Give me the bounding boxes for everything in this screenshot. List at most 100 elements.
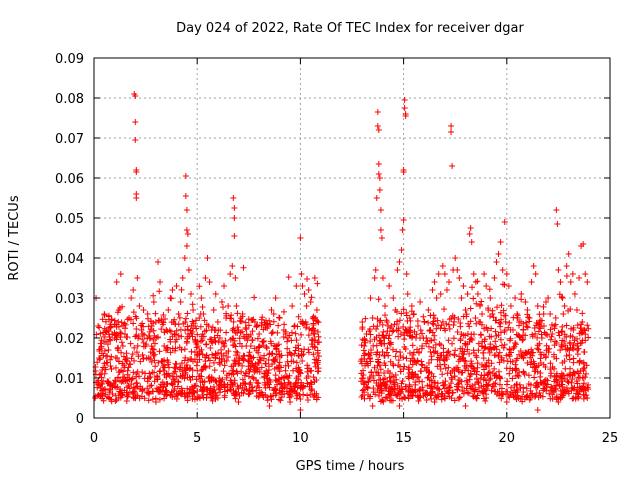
data-point: [187, 377, 194, 384]
x-tick-label: 20: [499, 431, 516, 446]
data-point: [580, 241, 587, 247]
data-point: [467, 305, 474, 312]
data-point: [214, 332, 221, 339]
data-point: [233, 368, 240, 375]
data-point: [307, 367, 314, 374]
data-point: [473, 395, 480, 402]
data-point: [149, 396, 156, 403]
data-point: [147, 355, 154, 362]
data-point: [407, 333, 414, 340]
data-point: [542, 364, 549, 371]
data-point: [182, 193, 189, 199]
data-point: [235, 385, 242, 392]
data-point: [570, 326, 577, 333]
data-point: [503, 365, 510, 372]
data-point: [386, 332, 393, 339]
data-point: [537, 379, 544, 386]
data-point: [581, 326, 588, 333]
data-point: [371, 275, 378, 281]
y-tick-label: 0: [76, 412, 84, 427]
data-point: [112, 398, 119, 405]
data-point: [531, 325, 538, 332]
data-point: [378, 340, 385, 347]
data-point: [272, 295, 279, 301]
data-point: [493, 259, 500, 265]
data-point: [268, 350, 275, 357]
data-point: [272, 372, 279, 379]
data-point: [269, 329, 276, 336]
data-point: [502, 312, 509, 319]
data-point: [494, 304, 501, 311]
data-point: [456, 275, 463, 281]
data-point: [120, 322, 127, 329]
data-point: [524, 311, 531, 318]
data-point: [197, 338, 204, 345]
data-point: [126, 376, 133, 383]
data-point: [263, 345, 270, 352]
data-point: [371, 364, 378, 371]
data-point: [577, 340, 584, 347]
data-point: [162, 316, 169, 323]
data-point: [400, 169, 407, 175]
data-point: [245, 316, 252, 323]
data-point: [231, 357, 238, 364]
data-point: [580, 374, 587, 381]
data-point: [566, 352, 573, 359]
data-point: [492, 372, 499, 379]
data-point: [513, 381, 520, 388]
data-point: [200, 384, 207, 391]
data-point: [389, 328, 396, 335]
data-point: [582, 337, 589, 344]
data-point: [446, 325, 453, 332]
data-point: [261, 319, 268, 326]
data-point: [401, 363, 408, 370]
data-point: [387, 358, 394, 365]
data-point: [377, 385, 384, 392]
data-point: [439, 318, 446, 325]
data-point: [485, 305, 492, 312]
data-point: [101, 325, 108, 332]
data-point: [286, 372, 293, 379]
data-point: [472, 279, 479, 285]
data-point: [102, 329, 109, 336]
data-point: [148, 343, 155, 350]
data-point: [360, 347, 367, 354]
data-point: [580, 395, 587, 402]
data-point: [496, 349, 503, 356]
data-point: [182, 319, 189, 326]
data-point: [373, 195, 380, 201]
data-point: [490, 314, 497, 321]
data-point: [196, 283, 203, 290]
data-point: [478, 298, 485, 305]
data-point: [270, 356, 277, 363]
data-point: [501, 328, 508, 335]
data-point: [241, 372, 248, 379]
data-point: [193, 362, 200, 369]
data-point: [95, 323, 102, 329]
data-point: [536, 324, 543, 331]
data-point: [441, 271, 448, 277]
data-point: [426, 328, 433, 335]
data-point: [228, 363, 235, 370]
data-point: [182, 173, 189, 179]
data-point: [383, 317, 390, 324]
data-point: [485, 381, 492, 388]
data-point: [551, 342, 558, 349]
data-point: [439, 263, 446, 269]
data-point: [245, 363, 252, 370]
data-point: [567, 306, 574, 313]
data-point: [556, 383, 563, 390]
data-point: [410, 371, 417, 378]
data-point: [150, 388, 157, 395]
data-point: [114, 355, 121, 362]
data-point: [496, 381, 503, 388]
data-point: [107, 324, 114, 331]
data-point: [450, 335, 457, 342]
data-point: [124, 384, 131, 391]
data-point: [178, 286, 185, 293]
data-point: [518, 318, 525, 325]
data-point: [390, 362, 397, 369]
data-point: [512, 372, 519, 379]
data-point: [216, 355, 223, 362]
data-point: [396, 403, 403, 409]
